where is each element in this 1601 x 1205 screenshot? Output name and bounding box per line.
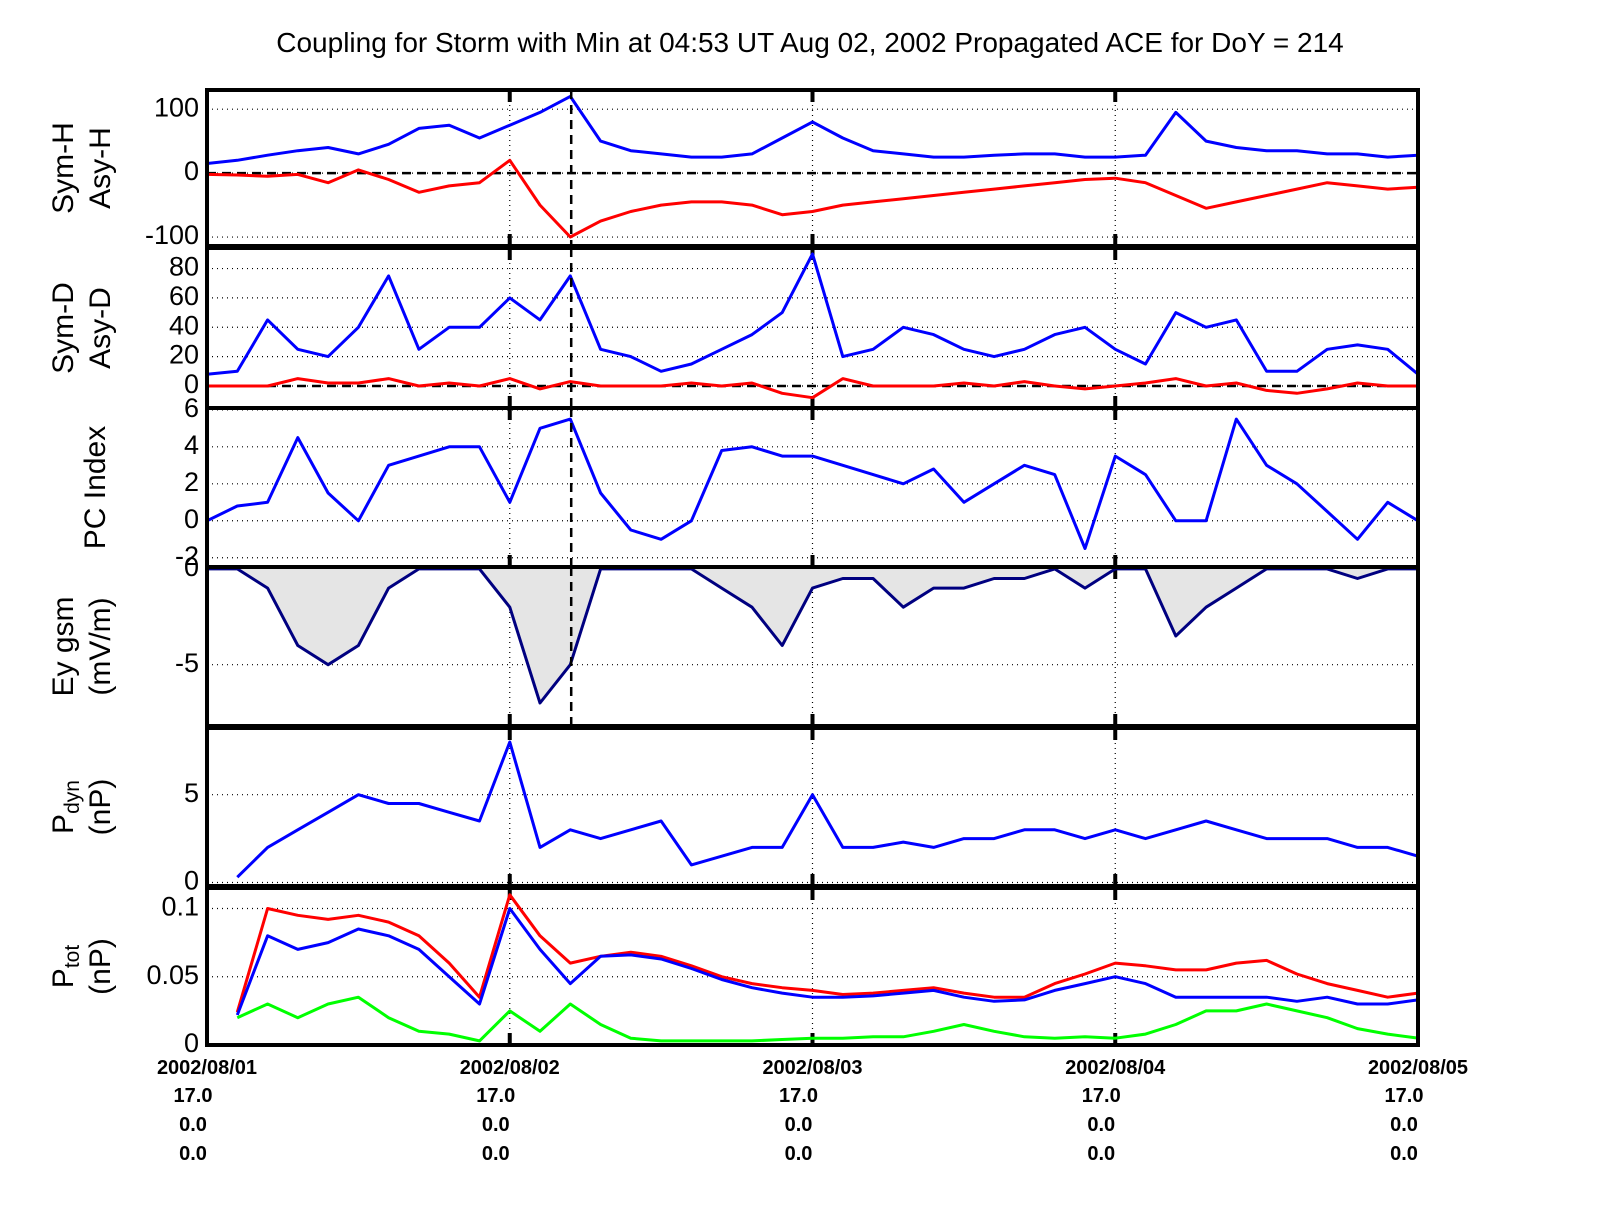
x-tick-sublabel: 17.0 xyxy=(476,1085,515,1107)
y-tick-label: -100 xyxy=(145,220,199,250)
y-tick-label: 5 xyxy=(184,778,199,808)
y-axis-label-base: P xyxy=(47,968,80,988)
y-axis-label: Ey gsm xyxy=(47,596,80,696)
y-axis-label: (nP) xyxy=(84,779,117,836)
x-tick-sublabel: 0.0 xyxy=(1390,1114,1418,1136)
y-tick-label: 0.05 xyxy=(146,960,199,990)
x-tick-label: 2002/08/01 xyxy=(157,1057,257,1079)
x-tick-sublabel: 0.0 xyxy=(482,1143,510,1165)
y-tick-label: 0 xyxy=(184,866,199,896)
y-tick-label: 0 xyxy=(184,369,199,399)
x-tick-sublabel: 17.0 xyxy=(174,1085,213,1107)
y-tick-label: 0 xyxy=(184,1028,199,1058)
y-tick-label: -2 xyxy=(175,541,199,571)
y-tick-label: 2 xyxy=(184,467,199,497)
x-tick-sublabel: 0.0 xyxy=(179,1143,207,1165)
y-axis-label: Asy-H xyxy=(84,127,117,209)
plot-area xyxy=(207,94,1418,239)
y-tick-label: 0 xyxy=(184,552,199,582)
y-tick-label: 0.1 xyxy=(161,892,199,922)
y-tick-label: -5 xyxy=(175,648,199,678)
y-tick-label: 100 xyxy=(154,92,199,122)
plot-area xyxy=(207,252,1418,400)
series-line xyxy=(207,158,1418,239)
y-tick-label: 6 xyxy=(184,393,199,423)
series-line xyxy=(207,417,1418,550)
plot-area xyxy=(207,417,1418,550)
x-tick-sublabel: 0.0 xyxy=(482,1114,510,1136)
x-tick-sublabel: 0.0 xyxy=(785,1143,813,1165)
plot-area xyxy=(236,740,1418,879)
x-tick-sublabel: 0.0 xyxy=(179,1114,207,1136)
series-line xyxy=(207,567,1418,705)
x-tick-label: 2002/08/03 xyxy=(762,1057,862,1079)
x-tick-sublabel: 17.0 xyxy=(1385,1085,1424,1107)
series-line xyxy=(207,252,1418,376)
x-tick-sublabel: 17.0 xyxy=(779,1085,818,1107)
y-axis-label-base: P xyxy=(47,814,80,834)
series-line xyxy=(207,94,1418,165)
y-axis-label: Asy-D xyxy=(84,287,117,369)
x-tick-sublabel: 0.0 xyxy=(1087,1143,1115,1165)
y-tick-label: 60 xyxy=(169,281,199,311)
series-line xyxy=(236,995,1418,1043)
series-line xyxy=(236,740,1418,879)
y-tick-label: 0 xyxy=(184,504,199,534)
y-tick-label: 40 xyxy=(169,310,199,340)
y-axis-label: Sym-D xyxy=(47,282,80,374)
panel-frame xyxy=(205,886,1420,1047)
area xyxy=(207,568,1418,703)
y-axis-label: Sym-H xyxy=(47,122,80,214)
y-axis-label-sub: tot xyxy=(61,945,84,969)
series-line xyxy=(235,893,1418,1013)
y-axis-label: (nP) xyxy=(84,938,117,995)
x-tick-label: 2002/08/02 xyxy=(460,1057,560,1079)
x-tick-sublabel: 0.0 xyxy=(785,1114,813,1136)
x-tick-label: 2002/08/05 xyxy=(1368,1057,1468,1079)
chart-title: Coupling for Storm with Min at 04:53 UT … xyxy=(276,27,1344,58)
y-tick-label: 20 xyxy=(169,340,199,370)
y-axis-label: Pdyn xyxy=(47,780,84,834)
y-axis-label: PC Index xyxy=(79,426,112,549)
x-tick-sublabel: 0.0 xyxy=(1390,1143,1418,1165)
plot-area xyxy=(235,893,1418,1043)
series-line xyxy=(235,907,1418,1016)
y-tick-label: 80 xyxy=(169,252,199,282)
y-tick-label: 4 xyxy=(184,430,199,460)
y-axis-label-sub: dyn xyxy=(61,780,84,814)
y-axis-label: (mV/m) xyxy=(84,597,117,695)
y-axis-label: Ptot xyxy=(47,945,84,989)
x-tick-label: 2002/08/04 xyxy=(1065,1057,1166,1079)
x-tick-sublabel: 17.0 xyxy=(1082,1085,1121,1107)
y-tick-label: 0 xyxy=(184,156,199,186)
x-tick-sublabel: 0.0 xyxy=(1087,1114,1115,1136)
plot-area xyxy=(207,567,1418,705)
series-line xyxy=(207,377,1418,400)
